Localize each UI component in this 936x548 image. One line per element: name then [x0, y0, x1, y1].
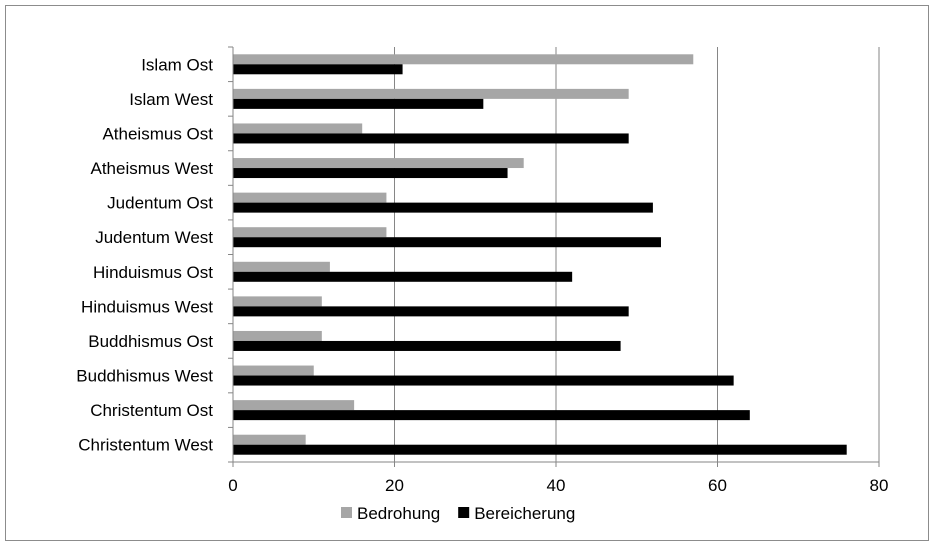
category-label: Islam Ost [141, 55, 213, 74]
category-label: Hinduismus West [81, 297, 213, 316]
category-label: Atheismus West [90, 159, 213, 178]
bar-bereicherung [233, 340, 621, 351]
bar-bereicherung [233, 410, 750, 421]
bar-bereicherung [233, 444, 847, 455]
bar-bereicherung [233, 375, 734, 386]
legend-swatch-bedrohung [341, 507, 352, 518]
bar-bereicherung [233, 306, 629, 317]
bar-bereicherung [233, 271, 573, 282]
bar-bereicherung [233, 202, 653, 213]
x-tick-label: 40 [547, 476, 566, 495]
bar-bedrohung [233, 400, 355, 411]
bar-bereicherung [233, 98, 484, 109]
bar-bereicherung [233, 237, 661, 248]
category-label: Atheismus Ost [102, 124, 213, 143]
category-label: Islam West [129, 90, 213, 109]
bar-bedrohung [233, 123, 363, 134]
bar-bedrohung [233, 192, 387, 203]
category-label: Christentum West [78, 436, 213, 455]
x-tick-label: 60 [708, 476, 727, 495]
bar-bedrohung [233, 296, 322, 307]
bar-bedrohung [233, 158, 524, 169]
legend-label-bedrohung: Bedrohung [357, 504, 440, 523]
x-tick-label: 80 [870, 476, 889, 495]
bar-bedrohung [233, 330, 322, 341]
bar-bedrohung [233, 227, 387, 238]
legend-swatch-bereicherung [458, 507, 470, 518]
category-label: Christentum Ost [90, 401, 213, 420]
bar-bedrohung [233, 365, 314, 376]
category-label: Hinduismus Ost [93, 263, 213, 282]
bar-bedrohung [233, 54, 694, 65]
x-tick-label: 20 [385, 476, 404, 495]
bar-bedrohung [233, 261, 330, 272]
category-label: Judentum West [95, 228, 213, 247]
bar-bedrohung [233, 88, 629, 99]
bar-bereicherung [233, 168, 508, 179]
bar-bereicherung [233, 133, 629, 144]
legend-label-bereicherung: Bereicherung [474, 504, 575, 523]
category-label: Buddhismus Ost [88, 332, 213, 351]
bar-bedrohung [233, 434, 306, 445]
category-label: Judentum Ost [107, 194, 213, 213]
x-tick-label: 0 [228, 476, 237, 495]
bar-bereicherung [233, 64, 403, 75]
category-label: Buddhismus West [76, 367, 213, 386]
